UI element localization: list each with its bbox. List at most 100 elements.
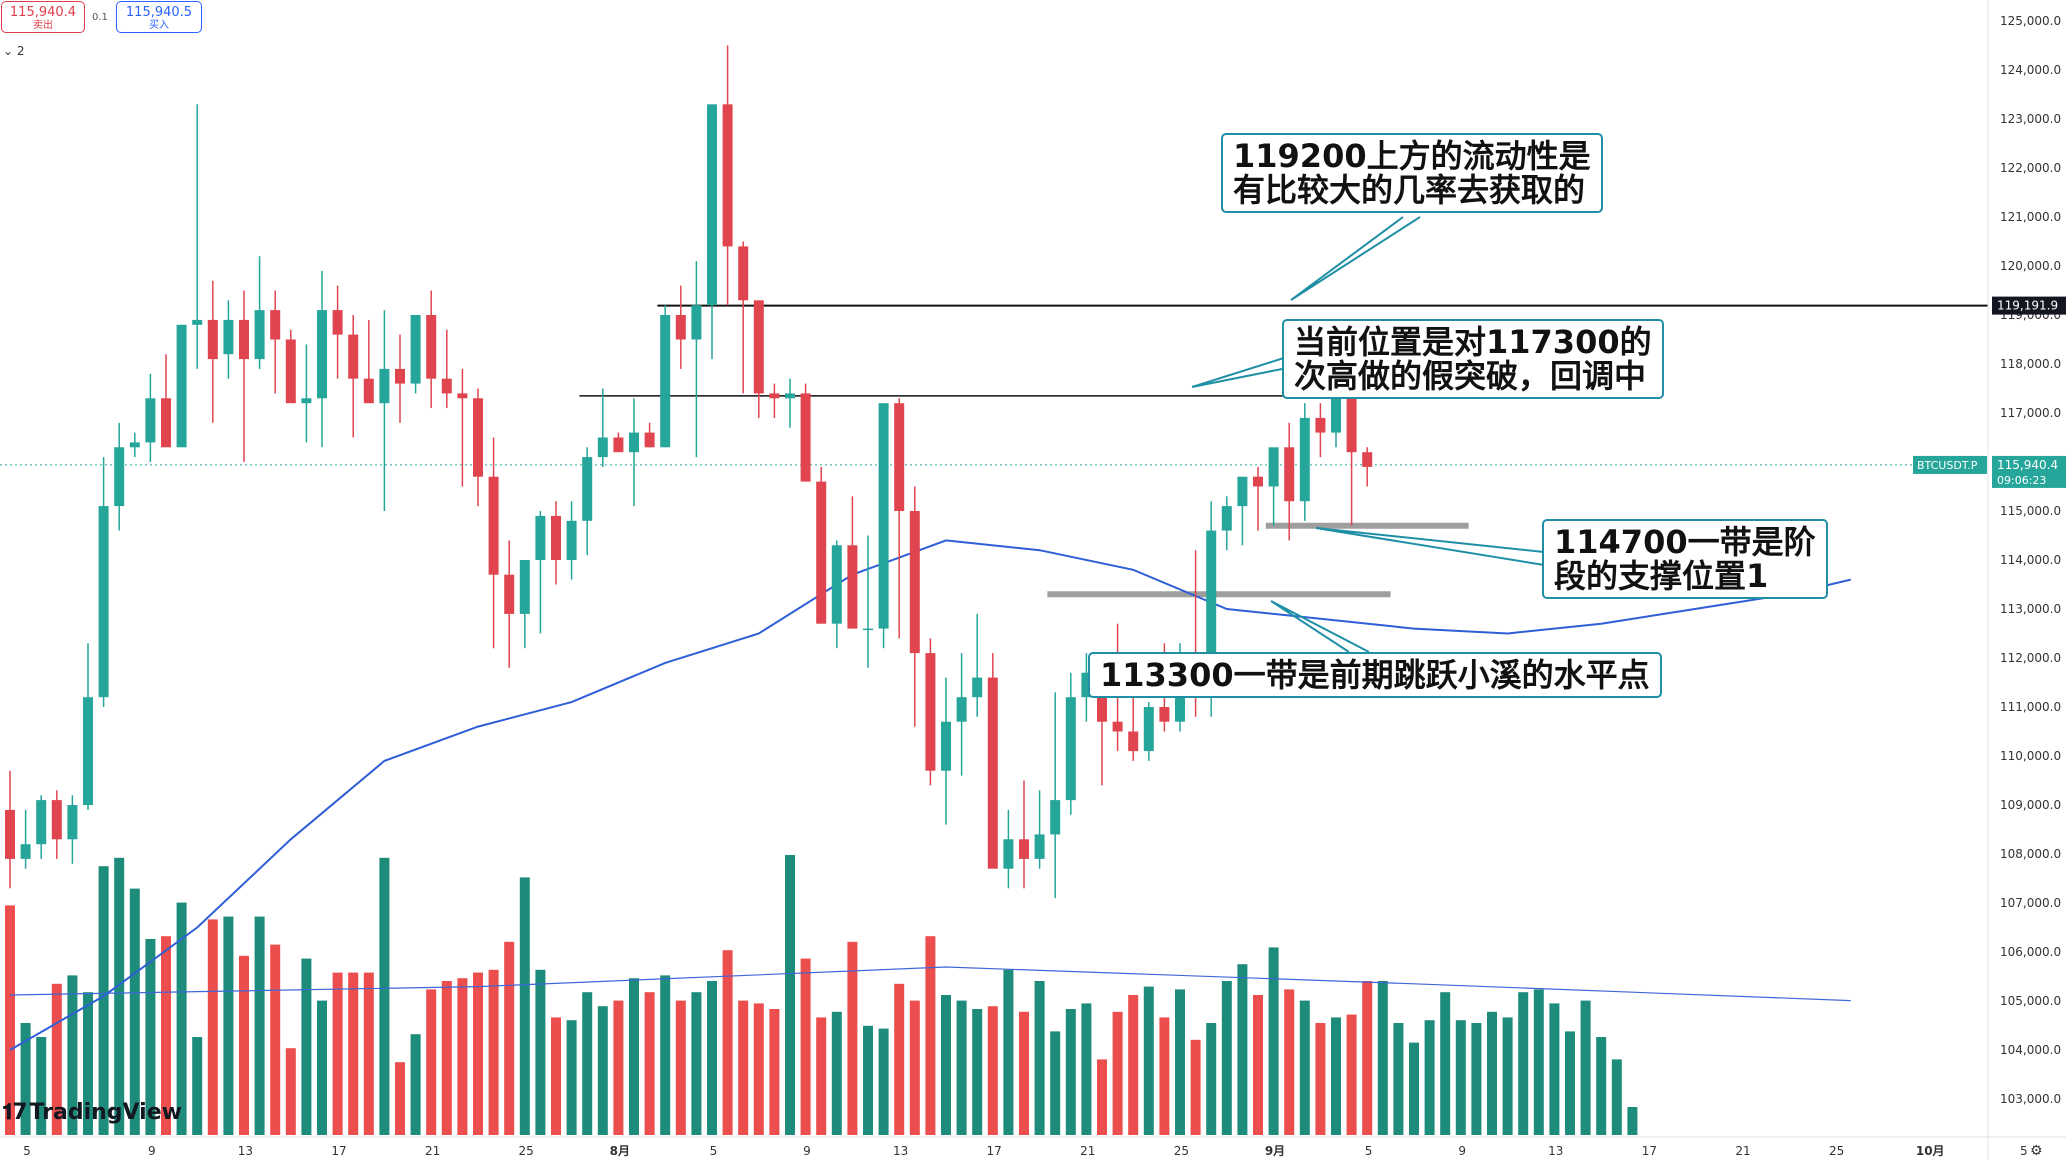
candle-body: [5, 809, 15, 859]
volume-bar: [207, 919, 218, 1135]
vol-layer: [5, 855, 1851, 1135]
candle-body: [379, 368, 390, 404]
resistance-price-tag-label: 119,191.9: [1997, 299, 2058, 313]
volume-bar: [473, 972, 483, 1135]
candle-body: [566, 520, 577, 560]
volume-bar: [800, 958, 811, 1135]
symbol-tag-label: BTCUSDT.P: [1917, 459, 1978, 472]
candle-body: [660, 315, 671, 448]
volume-bar: [1596, 1037, 1607, 1135]
indicator-collapse-toggle[interactable]: ⌄ 2: [3, 44, 25, 58]
volume-bar: [1253, 995, 1263, 1135]
volume-bar: [909, 1000, 920, 1135]
volume-bar: [254, 916, 265, 1135]
candle-body: [707, 104, 717, 306]
volume-bar: [1393, 1023, 1404, 1135]
candle-body: [254, 310, 265, 360]
candle-body: [1003, 839, 1014, 869]
volume-bar: [1487, 1011, 1497, 1135]
volume-bar: [1627, 1107, 1638, 1135]
time-tick-label: 21: [425, 1144, 440, 1158]
candle-body: [1237, 476, 1248, 507]
candle-body: [223, 319, 234, 355]
time-tick-label: 17: [331, 1144, 346, 1158]
logo-text: TradingView: [29, 1100, 182, 1125]
candle-body: [551, 515, 561, 560]
volume-bar: [239, 955, 249, 1135]
tradingview-mark-icon: 𝟏7: [2, 1100, 28, 1125]
volume-bar: [1346, 1014, 1357, 1135]
candle-body: [675, 315, 686, 340]
candle-body: [769, 393, 780, 399]
volume-bar: [1112, 1011, 1123, 1135]
candle-body: [192, 319, 203, 325]
price-tick-label: 107,000.0: [2000, 896, 2061, 910]
annotation-line: 119200上方的流动性是: [1233, 137, 1591, 175]
volume-bar: [1502, 1017, 1513, 1135]
candle-body: [441, 378, 452, 394]
candle-body: [129, 442, 140, 448]
volume-bar: [863, 1025, 873, 1135]
volume-bar: [270, 944, 281, 1135]
candle-body: [1065, 697, 1076, 801]
candle-body: [878, 403, 889, 629]
buy-button[interactable]: 115,940.5 买入: [116, 1, 202, 33]
candle-body: [894, 403, 905, 511]
volume-bar: [1003, 969, 1014, 1135]
candle-body: [36, 800, 47, 845]
price-tick-label: 125,000.0: [2000, 14, 2061, 28]
price-tick-label: 118,000.0: [2000, 357, 2061, 371]
sell-button[interactable]: 115,940.4 卖出: [1, 1, 85, 33]
candle-body: [1315, 417, 1326, 433]
volume-bar: [769, 1009, 780, 1135]
price-tick-label: 122,000.0: [2000, 161, 2061, 175]
candle-body: [753, 300, 764, 394]
price-tick-label: 112,000.0: [2000, 651, 2061, 665]
volume-bar: [691, 992, 702, 1135]
volume-bar: [972, 1009, 983, 1135]
volume-bar: [395, 1062, 405, 1135]
time-tick-label: 13: [893, 1144, 908, 1158]
candle-body: [863, 628, 873, 631]
resistance-price-tag: [1992, 296, 2066, 315]
annotation-113300-level: 113300一带是前期跳跃小溪的水平点: [1088, 652, 1662, 698]
time-tick-label: 9月: [1265, 1144, 1285, 1158]
volume-bar: [613, 1000, 624, 1135]
candle-body: [1034, 834, 1045, 859]
volume-bar: [1565, 1031, 1575, 1135]
price-tick-label: 120,000.0: [2000, 259, 2061, 273]
sell-label: 卖出: [33, 20, 53, 31]
volume-bar: [176, 902, 187, 1135]
candle-body: [972, 677, 983, 698]
price-tick-label: 123,000.0: [2000, 112, 2061, 126]
volume-bar: [161, 936, 171, 1135]
volume-bar: [1050, 1031, 1061, 1135]
callout-pointer-113300: [1270, 600, 1370, 653]
symbol-tag: [1913, 455, 1987, 474]
volume-bar: [1268, 947, 1279, 1135]
annotation-line: 次高做的假突破，回调中: [1294, 357, 1647, 395]
volume-bar: [1206, 1023, 1217, 1135]
candle-body: [285, 339, 296, 404]
volume-bar: [1611, 1059, 1622, 1135]
volume-bar: [1221, 981, 1232, 1135]
volume-bar: [1518, 992, 1529, 1135]
candle-body: [785, 393, 795, 399]
candle-body: [317, 310, 327, 399]
callout-pointer-support: [1315, 527, 1545, 566]
volume-bar: [847, 941, 858, 1135]
time-tick-label: 9: [803, 1144, 811, 1158]
candle-body: [1143, 707, 1154, 752]
volume-bar: [816, 1017, 827, 1135]
volume-bar: [301, 958, 312, 1135]
candle-body: [925, 653, 936, 771]
price-tick-label: 111,000.0: [2000, 700, 2061, 714]
candle-body: [941, 721, 951, 771]
volume-bar: [722, 950, 733, 1135]
volume-bar: [5, 905, 15, 1135]
candle-body: [239, 319, 249, 360]
volume-bar: [675, 1000, 686, 1135]
volume-bar: [1315, 1023, 1326, 1135]
time-tick-label: 10月: [1916, 1144, 1945, 1158]
